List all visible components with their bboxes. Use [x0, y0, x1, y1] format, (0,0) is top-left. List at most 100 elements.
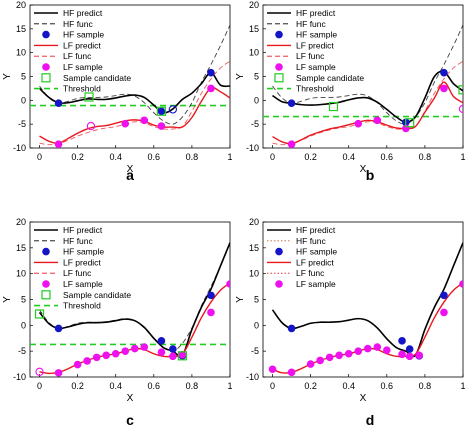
point-lf-sample	[459, 280, 463, 288]
y-axis-label: Y	[235, 73, 246, 80]
legend-label: HF func	[296, 236, 327, 246]
point-lf-sample	[325, 353, 334, 362]
point-hf-sample	[54, 99, 63, 107]
panel-label: d	[366, 412, 375, 428]
legend-label: HF sample	[296, 30, 337, 40]
y-tick-label: -5	[18, 346, 26, 356]
point-lf-sample	[92, 353, 101, 362]
point-lf-sample	[363, 344, 372, 353]
y-tick-label: 0	[21, 95, 26, 105]
plot-frame	[262, 4, 464, 149]
point-lf-sample	[344, 349, 353, 358]
plot-frame	[262, 221, 464, 378]
point-lf-sample	[415, 351, 423, 360]
series-line-hf-func	[39, 243, 230, 352]
point-lf-sample	[111, 349, 120, 358]
y-tick-label: 10	[16, 48, 26, 58]
legend-label: Sample candidate	[63, 73, 131, 83]
legend-swatch-candidate	[41, 290, 51, 300]
legend-swatch-lf-sample	[275, 63, 283, 71]
point-lf-sample	[316, 356, 324, 365]
point-lf-sample	[54, 140, 63, 148]
y-tick-label: 15	[16, 243, 26, 253]
point-hf-sample	[405, 345, 414, 353]
y-tick-label: 5	[21, 295, 26, 305]
y-tick-label: 5	[254, 295, 259, 305]
x-tick-label: 0.8	[186, 152, 199, 162]
point-lf-open	[458, 104, 463, 114]
legend-swatch-hf-sample	[275, 30, 283, 39]
point-lf-sample	[73, 360, 82, 369]
point-candidate	[405, 118, 415, 128]
x-tick-label: 0.4	[109, 152, 122, 162]
plot-content	[268, 242, 463, 377]
x-tick-label: 0.6	[381, 152, 394, 162]
panel-label: b	[366, 167, 375, 183]
point-hf-sample	[440, 68, 448, 77]
point-lf-sample	[335, 351, 343, 360]
y-tick-label: 0	[254, 95, 259, 105]
legend-swatch-candidate	[274, 73, 284, 83]
legend-swatch-hf-sample	[42, 30, 50, 39]
legend-swatch-lf-sample	[42, 63, 50, 71]
x-tick-label: 0.2	[304, 381, 317, 391]
point-hf-sample	[157, 337, 166, 345]
x-tick-label: 0.4	[109, 381, 122, 391]
point-candidate	[328, 101, 339, 112]
point-candidate	[34, 309, 45, 319]
legend-swatch-lf-sample	[42, 280, 50, 288]
point-hf-sample	[169, 345, 177, 353]
y-tick-label: -10	[13, 143, 26, 153]
legend-label: LF sample	[63, 62, 103, 72]
point-lf-sample	[140, 343, 149, 351]
series-line-hf-predict	[38, 71, 230, 114]
point-lf-sample	[54, 369, 63, 377]
legend-label: LF predict	[63, 257, 101, 267]
y-tick-label: -10	[13, 372, 26, 382]
point-hf-sample	[287, 324, 296, 333]
legend-label: HF func	[63, 19, 94, 29]
legend-label: LF func	[63, 51, 92, 61]
point-lf-sample	[306, 360, 315, 368]
point-lf-sample	[398, 350, 406, 359]
point-lf-sample	[287, 368, 296, 377]
series-line-lf-func	[272, 60, 463, 146]
legend-label: HF sample	[63, 247, 104, 257]
legend-label: LF predict	[296, 257, 334, 267]
plot-content	[30, 24, 230, 148]
point-lf-sample	[373, 343, 382, 351]
x-tick-label: 0.6	[148, 381, 161, 391]
point-lf-sample	[157, 122, 166, 130]
y-tick-label: -10	[246, 143, 259, 153]
point-lf-sample	[226, 280, 230, 288]
y-tick-label: 0	[21, 320, 26, 330]
legend-swatch-lf-sample	[275, 280, 283, 288]
point-lf-sample	[140, 116, 149, 125]
y-tick-label: 10	[249, 269, 259, 279]
plot-frame	[29, 4, 231, 149]
point-candidate	[458, 85, 463, 95]
point-lf-sample	[178, 350, 187, 359]
legend-label: HF sample	[63, 30, 104, 40]
point-lf-open	[86, 121, 96, 131]
y-axis-label: Y	[2, 73, 13, 80]
legend-label: HF predict	[63, 225, 103, 235]
point-lf-sample	[440, 308, 448, 317]
legend-label: Threshold	[63, 84, 101, 94]
point-lf-open	[35, 367, 44, 376]
series-line-hf-predict	[272, 70, 463, 124]
y-tick-label: 20	[249, 0, 259, 10]
point-hf-sample	[287, 99, 296, 107]
point-hf-sample	[440, 291, 448, 300]
point-lf-sample	[287, 140, 296, 148]
point-hf-sample	[207, 291, 215, 300]
x-tick-label: 0.2	[304, 152, 317, 162]
x-tick-label: 0.4	[342, 152, 355, 162]
y-tick-label: 15	[16, 24, 26, 34]
point-lf-sample	[354, 347, 363, 355]
point-hf-sample	[207, 68, 215, 77]
